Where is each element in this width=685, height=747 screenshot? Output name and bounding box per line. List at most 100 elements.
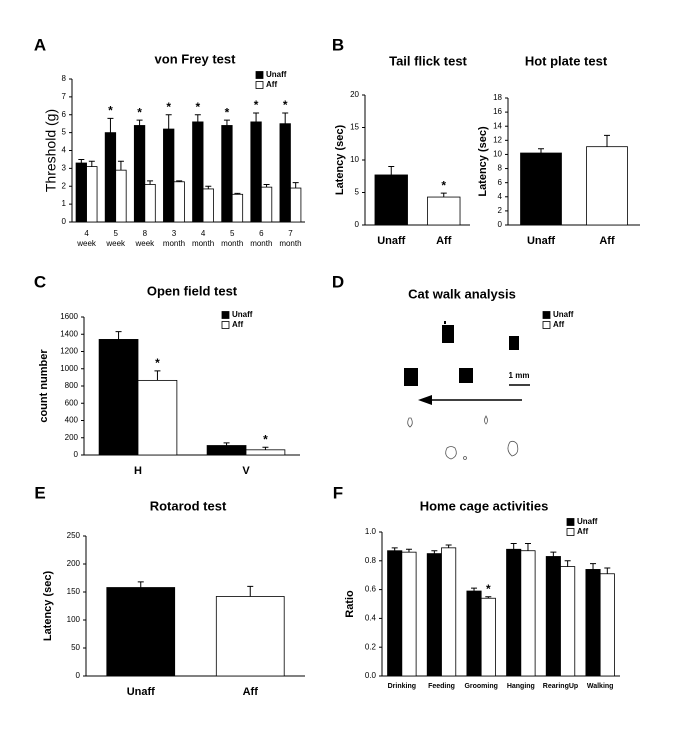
bar: [144, 184, 156, 223]
legend-swatch: [542, 321, 551, 329]
chart-title: Rotarod test: [150, 498, 227, 513]
y-tick-label: 0: [74, 450, 79, 459]
paw-outline: [407, 417, 413, 428]
significance-mark: *: [155, 356, 160, 370]
error-bar: [538, 148, 544, 154]
bar: [250, 121, 262, 223]
error-bar: [247, 585, 254, 597]
error-bar: [292, 182, 299, 189]
error-bar: [205, 185, 212, 189]
bar: [387, 550, 403, 677]
x-tick-label: Unaff: [527, 235, 555, 247]
legend-swatch: [566, 518, 575, 526]
x-tick-label: Hanging: [507, 683, 535, 690]
y-tick-label: 600: [65, 398, 79, 407]
error-bar: [431, 550, 438, 554]
y-axis-label: Threshold (g): [43, 109, 59, 192]
bar: [560, 566, 576, 677]
footprint: [509, 336, 519, 350]
legend-swatch: [542, 311, 551, 319]
bar: [106, 587, 176, 677]
panel-letter: E: [34, 483, 45, 502]
bar: [215, 596, 285, 677]
significance-mark: *: [263, 432, 268, 446]
bar: [480, 597, 496, 677]
error-bar: [253, 112, 260, 122]
significance-mark: *: [137, 105, 142, 119]
error-bar: [136, 119, 143, 126]
error-bar: [282, 112, 289, 124]
significance-mark: *: [486, 582, 491, 596]
x-tick-label: Feeding: [428, 683, 455, 690]
error-bar: [137, 581, 144, 588]
bar: [104, 132, 117, 223]
error-bar: [510, 543, 517, 550]
bar: [163, 128, 175, 223]
x-tick-label: Aff: [599, 235, 615, 247]
footprint: [459, 368, 473, 383]
legend-swatch: [566, 528, 575, 536]
bar: [115, 169, 127, 223]
x-tick-label: week: [105, 239, 126, 248]
y-tick-label: 800: [65, 381, 79, 390]
error-bar: [165, 114, 172, 130]
y-tick-label: 8: [62, 74, 67, 83]
y-tick-label: 50: [71, 643, 80, 652]
paw-outline: [484, 415, 488, 425]
footprints: [404, 321, 519, 386]
error-bar: [262, 446, 269, 450]
y-tick-label: 100: [67, 615, 81, 624]
x-tick-label: Walking: [587, 683, 614, 690]
error-bar: [147, 180, 154, 185]
legend-label: Aff: [266, 80, 277, 89]
y-tick-label: 2: [62, 181, 67, 190]
y-tick-label: 1.0: [365, 527, 377, 536]
error-bar: [107, 117, 114, 133]
bar: [401, 551, 417, 677]
footprint: [444, 321, 446, 324]
error-bar: [391, 547, 398, 551]
error-bar: [405, 548, 412, 553]
y-axis-label: Latency (sec): [334, 125, 346, 196]
x-tick-label: Aff: [436, 235, 452, 247]
legend-label: Aff: [553, 320, 564, 329]
scale-label: 1 mm: [509, 371, 530, 380]
bar: [585, 569, 601, 677]
bar: [545, 556, 561, 677]
bar: [221, 125, 233, 223]
x-tick-label: V: [242, 465, 250, 477]
chart-title: von Frey test: [155, 51, 237, 66]
significance-mark: *: [225, 105, 230, 119]
y-tick-label: 0.0: [365, 671, 377, 680]
error-bar: [564, 560, 571, 567]
x-tick-label: month: [250, 239, 272, 248]
bar: [441, 547, 457, 677]
legend-swatch: [221, 321, 230, 329]
significance-mark: *: [283, 98, 288, 112]
y-tick-label: 8: [498, 164, 503, 173]
x-tick-label: Unaff: [377, 235, 405, 247]
y-tick-label: 4: [498, 192, 503, 201]
legend-swatch: [255, 81, 264, 89]
error-bar: [78, 158, 85, 164]
significance-mark: *: [166, 100, 171, 114]
x-tick-label: 5: [230, 229, 235, 238]
legend-label: Unaff: [553, 310, 574, 319]
y-tick-label: 1400: [60, 329, 78, 338]
y-tick-label: 4: [62, 146, 67, 155]
y-tick-label: 10: [493, 150, 502, 159]
bar: [231, 193, 244, 223]
x-tick-label: Unaff: [127, 686, 155, 698]
error-bar: [117, 160, 124, 171]
error-bar: [194, 114, 201, 122]
error-bar: [223, 442, 230, 446]
error-bar: [263, 183, 270, 188]
bar: [75, 162, 87, 223]
y-tick-label: 1600: [60, 312, 78, 321]
significance-mark: *: [254, 98, 259, 112]
error-bar: [234, 192, 241, 195]
bar: [290, 187, 302, 223]
chart-title: Hot plate test: [525, 53, 608, 68]
y-axis-label: Latency (sec): [42, 571, 54, 642]
bar: [279, 123, 291, 223]
